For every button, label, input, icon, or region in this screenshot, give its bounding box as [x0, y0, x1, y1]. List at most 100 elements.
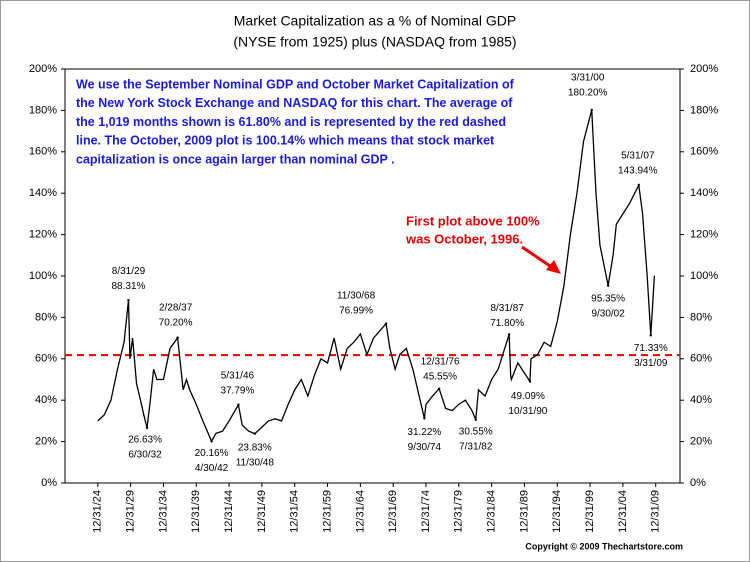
y2-tick-label: 200%	[690, 63, 718, 75]
annotation-date: 9/30/02	[591, 308, 625, 319]
annotation-point	[145, 426, 149, 430]
description-line: the New York Stock Exchange and NASDAQ f…	[76, 96, 513, 110]
y-tick-label: 20%	[35, 436, 57, 448]
y2-tick-label: 120%	[690, 229, 718, 241]
annotation-value: 70.20%	[159, 317, 193, 328]
x-tick-label: 12/31/29	[125, 490, 137, 533]
copyright: Copyright © 2009 Thechartstore.com	[525, 541, 683, 551]
y2-tick-label: 180%	[690, 104, 718, 116]
annotation-date: 2/28/37	[159, 302, 193, 313]
annotation-date: 11/30/48	[236, 457, 275, 468]
annotation-point	[590, 108, 593, 112]
y-tick-label: 180%	[29, 104, 57, 116]
y2-tick-label: 140%	[690, 187, 718, 199]
annotation-value: 71.33%	[634, 343, 668, 354]
annotation-value: 26.63%	[128, 435, 162, 446]
annotation-value: 23.83%	[238, 442, 272, 453]
annotation-value: 49.09%	[511, 391, 545, 402]
callout: First plot above 100%	[406, 213, 540, 228]
annotation-point	[437, 387, 441, 390]
annotation-date: 7/31/82	[459, 441, 493, 452]
x-tick-label: 12/31/79	[453, 490, 465, 533]
y2-tick-label: 80%	[690, 311, 712, 323]
annotation-value: 71.80%	[490, 318, 524, 329]
y2-tick-label: 160%	[690, 146, 718, 158]
description-line: the 1,019 months shown is 61.80% and is …	[76, 115, 506, 129]
annotation-date: 3/31/00	[571, 73, 605, 84]
y2-tick-label: 100%	[690, 270, 718, 282]
annotation-point	[384, 322, 388, 325]
annotation-point	[253, 432, 257, 435]
annotation-date: 5/31/07	[621, 151, 655, 162]
callout-arrowhead	[546, 260, 561, 274]
x-tick-label: 12/31/44	[223, 490, 235, 533]
annotation-value: 143.94%	[618, 166, 658, 177]
annotation-value: 180.20%	[568, 88, 608, 99]
x-tick-label: 12/31/69	[387, 490, 399, 533]
x-tick-label: 12/31/99	[584, 490, 596, 533]
annotation-value: 20.16%	[195, 448, 229, 459]
annotation-date: 11/30/68	[337, 290, 376, 301]
x-tick-label: 12/31/59	[321, 490, 333, 533]
description-line: We use the September Nominal GDP and Oct…	[76, 77, 515, 91]
annotation-point	[210, 440, 213, 443]
annotation-point	[637, 183, 640, 187]
x-tick-label: 12/31/34	[157, 490, 169, 533]
data-line	[97, 109, 656, 443]
annotation-value: 88.31%	[112, 281, 146, 292]
annotation-date: 9/30/74	[408, 442, 442, 453]
annotation-value: 76.99%	[339, 305, 373, 316]
y-tick-label: 80%	[35, 311, 57, 323]
annotation-date: 4/30/42	[195, 463, 229, 474]
annotation-date: 6/30/32	[128, 450, 162, 461]
annotation-point	[176, 336, 179, 339]
annotation-value: 45.55%	[423, 371, 457, 382]
x-tick-label: 12/31/84	[486, 490, 498, 533]
annotation-point	[507, 333, 511, 336]
y-tick-label: 200%	[29, 63, 57, 75]
annotation-point	[528, 380, 532, 383]
chart-title: Market Capitalization as a % of Nominal …	[234, 13, 516, 29]
annotation-date: 8/31/87	[490, 303, 524, 314]
y-tick-label: 140%	[29, 187, 57, 199]
annotation-date: 10/31/90	[508, 406, 547, 417]
x-tick-label: 12/31/39	[190, 490, 202, 533]
y-tick-label: 40%	[35, 394, 57, 406]
x-tick-label: 12/31/24	[92, 490, 104, 533]
x-tick-label: 12/31/54	[289, 490, 301, 533]
x-tick-label: 12/31/49	[256, 490, 268, 533]
annotation-point	[649, 334, 652, 337]
description-line: line. The October, 2009 plot is 100.14% …	[76, 134, 495, 148]
annotation-date: 8/31/29	[112, 266, 146, 277]
description-line: capitalization is once again larger than…	[76, 152, 395, 166]
annotation-value: 95.35%	[591, 293, 625, 304]
x-tick-label: 12/31/64	[354, 490, 366, 533]
annotation-date: 12/31/76	[421, 356, 460, 367]
callout: was October, 1996.	[405, 231, 523, 246]
y-tick-label: 100%	[29, 270, 57, 282]
y-tick-label: 60%	[35, 353, 57, 365]
annotation-point	[606, 284, 610, 287]
y2-tick-label: 40%	[690, 394, 712, 406]
y2-tick-label: 60%	[690, 353, 712, 365]
callout-arrow	[521, 245, 554, 270]
x-tick-label: 12/31/89	[518, 490, 530, 533]
annotation-value: 30.55%	[459, 426, 493, 437]
chart-subtitle: (NYSE from 1925) plus (NASDAQ from 1985)	[233, 34, 516, 50]
annotation-point	[127, 298, 130, 302]
annotation-point	[474, 418, 477, 421]
x-tick-label: 12/31/09	[650, 490, 662, 533]
annotation-point	[237, 403, 240, 406]
y2-tick-label: 0%	[690, 477, 706, 489]
y2-tick-label: 20%	[690, 436, 712, 448]
x-tick-label: 12/31/04	[617, 490, 629, 533]
x-tick-label: 12/31/74	[420, 490, 432, 533]
annotation-value: 31.22%	[407, 427, 441, 438]
y-tick-label: 160%	[29, 146, 57, 158]
annotation-point	[423, 417, 426, 420]
x-tick-label: 12/31/94	[551, 490, 563, 533]
annotation-value: 37.79%	[220, 385, 254, 396]
annotation-date: 5/31/46	[221, 370, 255, 381]
